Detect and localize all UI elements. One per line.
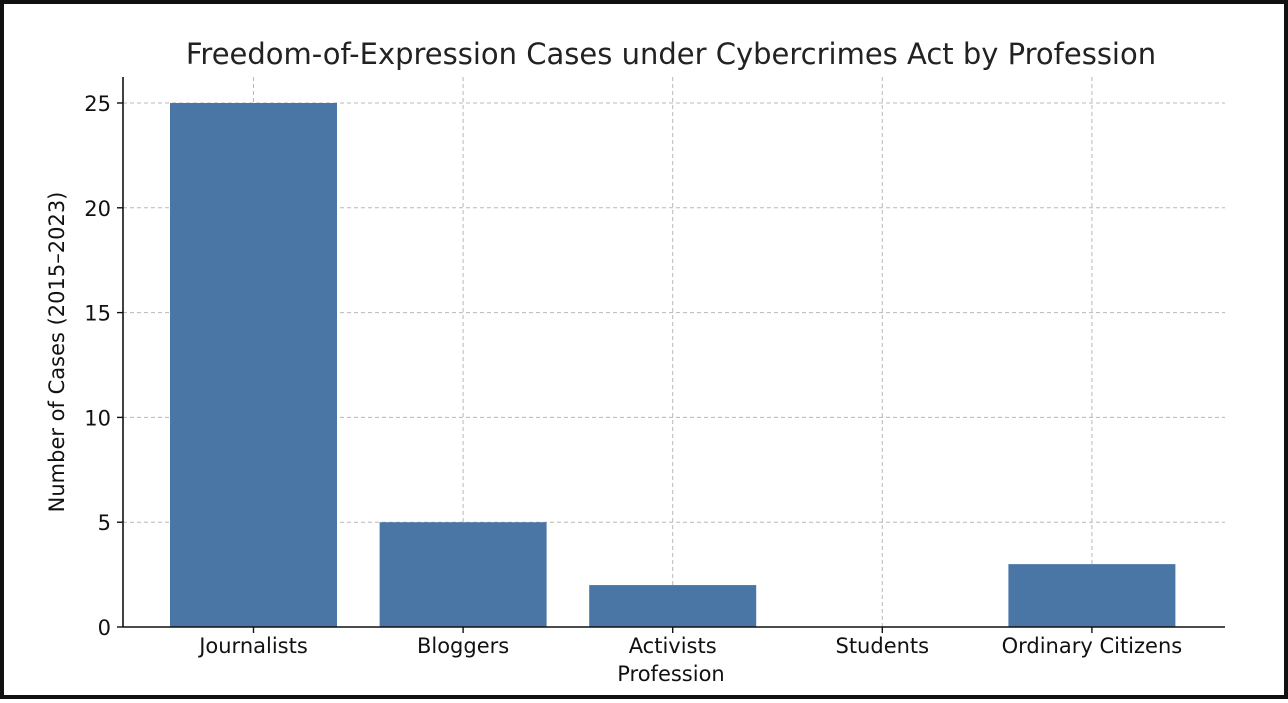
y-axis-label: Number of Cases (2015–2023) [45, 192, 69, 513]
bar-bloggers [379, 522, 547, 627]
y-tick-label: 25 [84, 92, 111, 116]
axes [122, 77, 1225, 628]
x-tick-label: Students [835, 634, 929, 658]
x-tick-label: Activists [629, 634, 717, 658]
y-ticks: 0 5 10 15 20 25 [84, 92, 123, 640]
y-tick-label: 5 [98, 511, 111, 535]
y-tick-label: 10 [84, 406, 111, 430]
x-axis-label: Profession [617, 662, 725, 686]
bar-activists [589, 585, 757, 627]
x-tick-label: Bloggers [417, 634, 509, 658]
bars [170, 103, 1176, 627]
x-tick-label: Journalists [197, 634, 308, 658]
x-ticks: Journalists Bloggers Activists Students Ordi… [197, 627, 1182, 658]
y-tick-label: 15 [84, 302, 111, 326]
y-tick-label: 20 [84, 197, 111, 221]
y-tick-label: 0 [98, 616, 111, 640]
bar-journalists [170, 103, 337, 627]
x-tick-label: Ordinary Citizens [1002, 634, 1183, 658]
chart-title: Freedom-of-Expression Cases under Cyberc… [186, 37, 1156, 71]
bar-ordinary-citizens [1008, 564, 1176, 627]
bar-chart: 0 5 10 15 20 25 Journalists Bloggers Activists S… [45, 37, 1225, 686]
